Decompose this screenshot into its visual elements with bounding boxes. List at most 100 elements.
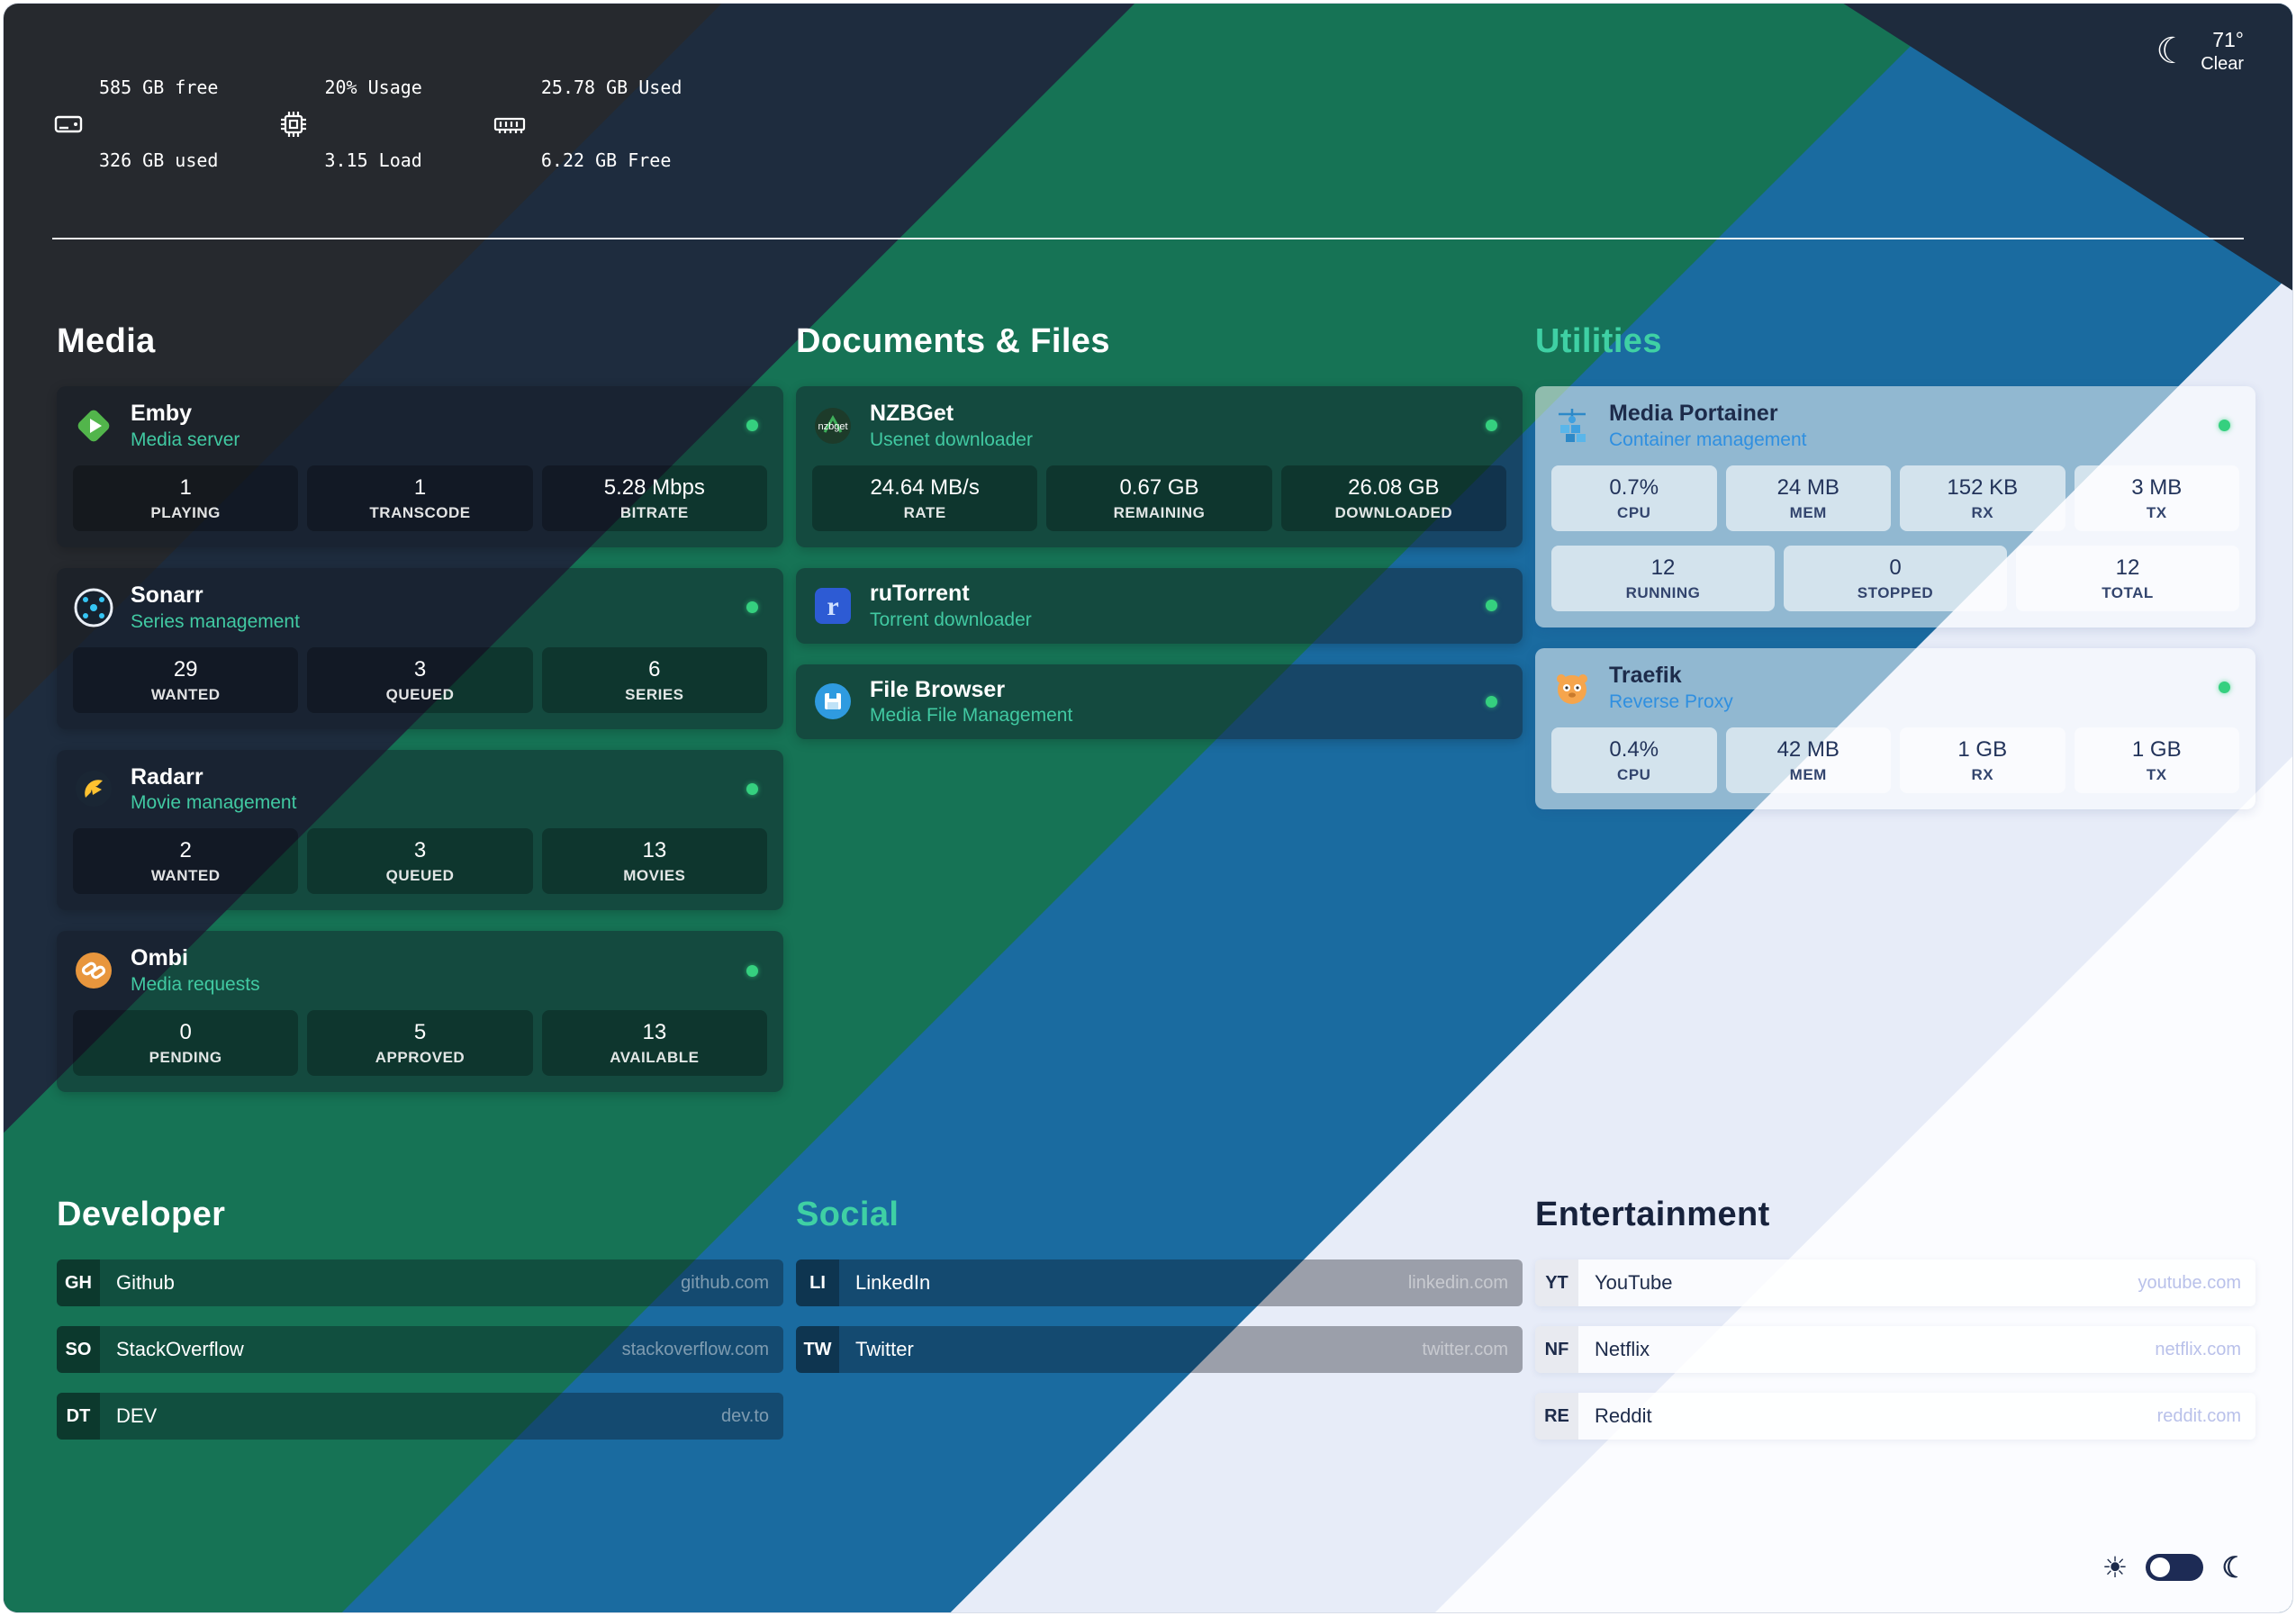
app-name: Radarr <box>131 763 203 790</box>
status-dot <box>746 420 758 432</box>
dashboard-page: 585 GB free 326 GB used 20% Usage 3.15 L… <box>4 4 2292 1612</box>
reddit-badge: RE <box>1535 1393 1578 1440</box>
cpu-usage-text: 20% Usage <box>324 77 422 98</box>
app-card-ombi[interactable]: Ombi Media requests 0 PENDING 5 APPROVED <box>57 931 783 1092</box>
app-name: Ombi <box>131 945 188 971</box>
app-sections-grid: Media Emby Media server <box>57 322 2255 1113</box>
link-twitter[interactable]: TW Twitter twitter.com <box>796 1326 1523 1373</box>
section-entertainment: Entertainment YT YouTube youtube.com NF … <box>1535 1196 2255 1459</box>
light-mode-sun-icon[interactable]: ☀ <box>2102 1551 2129 1584</box>
github-badge: GH <box>57 1259 100 1306</box>
app-subtitle: Reverse Proxy <box>1609 691 1733 712</box>
cpu-icon <box>277 108 310 140</box>
section-developer: Developer GH Github github.com SO StackO… <box>57 1196 783 1459</box>
app-name: ruTorrent <box>870 580 970 606</box>
theme-switch[interactable] <box>2146 1554 2204 1581</box>
dev-badge: DT <box>57 1393 100 1440</box>
dark-mode-moon-icon[interactable]: ☾ <box>2221 1551 2247 1584</box>
emby-icon <box>73 405 114 447</box>
stat-available: 13 AVAILABLE <box>541 1010 767 1076</box>
app-name: NZBGet <box>870 401 954 426</box>
youtube-badge: YT <box>1535 1259 1578 1306</box>
link-dev[interactable]: DT DEV dev.to <box>57 1393 783 1440</box>
app-card-portainer[interactable]: Media Portainer Container management 0.7… <box>1535 386 2255 627</box>
app-subtitle: Series management <box>131 610 300 632</box>
stat-movies: 13 MOVIES <box>541 828 767 895</box>
stat-rx: 1 GB RX <box>1900 727 2065 793</box>
app-name: File Browser <box>870 676 1006 702</box>
nzbget-logo-text: nzbget <box>818 421 847 432</box>
filebrowser-icon <box>812 681 854 722</box>
rutorrent-icon: r <box>812 585 854 627</box>
stat-rx: 152 KB RX <box>1900 465 2065 531</box>
app-card-emby[interactable]: Emby Media server 1 PLAYING 1 TRANSCODE <box>57 386 783 547</box>
status-dot <box>746 964 758 977</box>
twitter-badge: TW <box>796 1326 839 1373</box>
link-netflix[interactable]: NF Netflix netflix.com <box>1535 1326 2255 1373</box>
app-name: Media Portainer <box>1609 401 1778 426</box>
stat-wanted: 29 WANTED <box>73 646 299 713</box>
app-subtitle: Movie management <box>131 792 297 814</box>
netflix-badge: NF <box>1535 1326 1578 1373</box>
stat-rate: 24.64 MB/s RATE <box>812 465 1038 531</box>
status-dot <box>2219 420 2230 432</box>
disk-usage-stat: 585 GB free 326 GB used <box>52 27 218 221</box>
app-subtitle: Container management <box>1609 429 1807 450</box>
app-name: Emby <box>131 401 193 426</box>
app-subtitle: Torrent downloader <box>870 609 1032 630</box>
link-reddit[interactable]: RE Reddit reddit.com <box>1535 1393 2255 1440</box>
app-card-traefik[interactable]: Traefik Reverse Proxy 0.4% CPU 42 MB MEM <box>1535 647 2255 809</box>
link-youtube[interactable]: YT YouTube youtube.com <box>1535 1259 2255 1306</box>
theme-switch-knob[interactable] <box>2150 1557 2171 1577</box>
stat-cpu: 0.4% CPU <box>1551 727 1717 793</box>
traefik-icon <box>1551 667 1593 709</box>
memory-used-text: 25.78 GB Used <box>540 77 682 98</box>
app-card-rutorrent[interactable]: r ruTorrent Torrent downloader <box>796 567 1523 644</box>
topbar-divider <box>52 238 2244 239</box>
app-card-radarr[interactable]: Radarr Movie management 2 WANTED 3 QUEUE… <box>57 749 783 911</box>
section-media: Media Emby Media server <box>57 322 783 1113</box>
link-linkedin[interactable]: LI LinkedIn linkedin.com <box>796 1259 1523 1306</box>
section-documents: Documents & Files nzbget NZBGet <box>796 322 1523 760</box>
status-dot <box>2219 682 2230 694</box>
memory-usage-stat: 25.78 GB Used 6.22 GB Free <box>493 27 682 221</box>
stat-bitrate: 5.28 Mbps BITRATE <box>541 465 767 531</box>
memory-icon <box>493 108 527 140</box>
stat-mem: 42 MB MEM <box>1725 727 1891 793</box>
app-card-filebrowser[interactable]: File Browser Media File Management <box>796 664 1523 740</box>
cpu-usage-stat: 20% Usage 3.15 Load <box>277 27 432 221</box>
stat-playing: 1 PLAYING <box>73 465 299 531</box>
weather-moon-icon: ☾ <box>2156 31 2189 71</box>
radarr-icon <box>73 768 114 809</box>
app-card-sonarr[interactable]: Sonarr Series management 29 WANTED 3 QUE… <box>57 567 783 729</box>
link-github[interactable]: GH Github github.com <box>57 1259 783 1306</box>
weather-condition: Clear <box>2201 53 2244 74</box>
stat-pending: 0 PENDING <box>73 1010 299 1076</box>
section-title-social: Social <box>796 1196 899 1233</box>
status-dot <box>1486 420 1497 432</box>
stat-tx: 1 GB TX <box>2074 727 2239 793</box>
theme-toggle: ☀ ☾ <box>2102 1553 2247 1582</box>
stat-remaining: 0.67 GB REMAINING <box>1046 465 1272 531</box>
status-dot <box>746 601 758 614</box>
status-dot <box>746 782 758 795</box>
section-title-entertainment: Entertainment <box>1535 1196 1770 1233</box>
section-utilities: Utilities <box>1535 322 2255 830</box>
stat-stopped: 0 STOPPED <box>1784 545 2007 611</box>
stat-cpu: 0.7% CPU <box>1551 465 1717 531</box>
app-card-nzbget[interactable]: nzbget NZBGet Usenet downloader 24.64 MB… <box>796 386 1523 547</box>
disk-icon <box>52 108 85 140</box>
stat-total: 12 TOTAL <box>2016 545 2239 611</box>
stat-wanted: 2 WANTED <box>73 828 299 895</box>
stat-tx: 3 MB TX <box>2074 465 2239 531</box>
app-name: Sonarr <box>131 582 203 608</box>
sonarr-icon <box>73 587 114 628</box>
stat-queued: 3 QUEUED <box>307 828 533 895</box>
rutorrent-logo-letter: r <box>827 591 838 621</box>
stat-mem: 24 MB MEM <box>1725 465 1891 531</box>
link-stackoverflow[interactable]: SO StackOverflow stackoverflow.com <box>57 1326 783 1373</box>
weather-temp: 71° <box>2212 28 2244 51</box>
status-dot <box>1486 600 1497 612</box>
section-title-documents: Documents & Files <box>796 322 1110 360</box>
nzbget-icon: nzbget <box>812 405 854 447</box>
